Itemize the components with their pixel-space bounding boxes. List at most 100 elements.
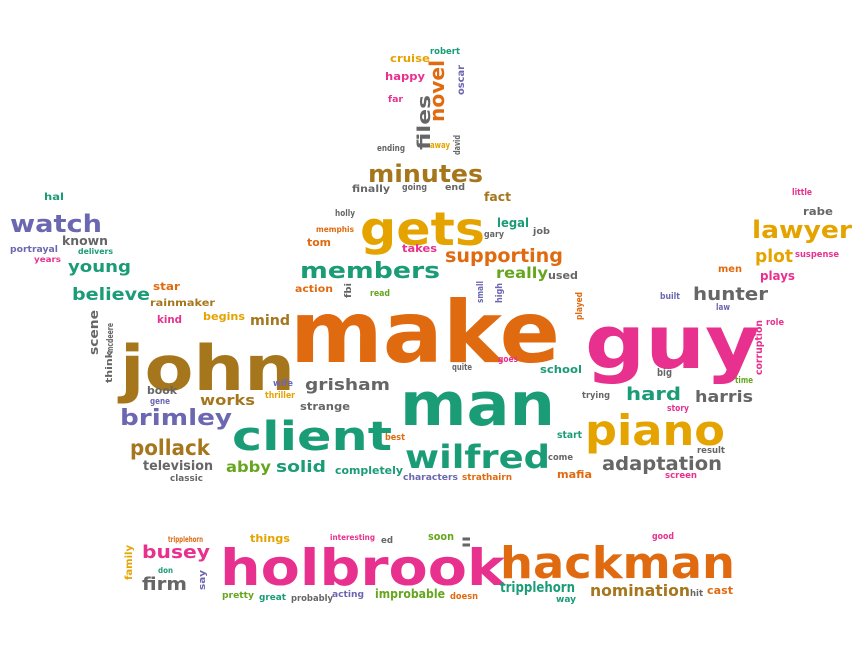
- word-hunter: hunter: [693, 284, 768, 305]
- word-interesting: interesting: [330, 533, 375, 542]
- word-oscar: oscar: [456, 65, 467, 95]
- word-gary: gary: [484, 230, 504, 240]
- word-lawyer: lawyer: [752, 216, 852, 244]
- word-high: high: [495, 283, 505, 303]
- word-adaptation: adaptation: [602, 453, 722, 475]
- word-ending: ending: [377, 144, 405, 154]
- word-firm: firm: [142, 574, 187, 595]
- word-memphis: memphis: [316, 225, 354, 234]
- word-fbi: fbi: [344, 283, 354, 298]
- word-david: david: [453, 135, 463, 155]
- word-rainmaker: rainmaker: [150, 298, 215, 309]
- word-think: think: [105, 350, 115, 383]
- word-little: little: [792, 188, 812, 198]
- word-really: really: [496, 264, 548, 282]
- word-novel: novel: [425, 60, 449, 122]
- word-book: book: [147, 384, 178, 397]
- word-strange: strange: [300, 400, 350, 413]
- word-supporting: supporting: [445, 245, 563, 267]
- word-best: best: [385, 433, 406, 443]
- word-hal: hal: [44, 192, 64, 203]
- word-robert: robert: [430, 47, 461, 57]
- word-way: way: [556, 595, 576, 605]
- word-completely: completely: [335, 464, 403, 477]
- word-john: john: [117, 332, 295, 405]
- word-job: job: [532, 227, 551, 237]
- word-action: action: [295, 284, 333, 295]
- word-built: built: [660, 292, 681, 302]
- word-suspense: suspense: [795, 250, 839, 260]
- word-ed: ed: [381, 536, 393, 546]
- word-gene: gene: [150, 397, 170, 407]
- word-small: small: [476, 281, 486, 303]
- word-men: men: [718, 264, 742, 275]
- word-role: role: [766, 318, 784, 328]
- word-come: come: [548, 453, 573, 463]
- word-goes: goes: [498, 355, 518, 365]
- word-tripplehorn: tripplehorn: [168, 535, 203, 544]
- word-ll: ll: [462, 536, 473, 548]
- word-used: used: [548, 269, 578, 282]
- word-young: young: [68, 257, 131, 276]
- word-away: away: [430, 141, 450, 151]
- word-trying: trying: [582, 391, 610, 401]
- word-hit: hit: [690, 589, 704, 599]
- word-story: story: [667, 404, 689, 414]
- word-played: played: [575, 292, 585, 320]
- word-end: end: [445, 183, 465, 193]
- word-quite: quite: [452, 363, 472, 373]
- word-holly: holly: [335, 209, 355, 219]
- word-gets: gets: [360, 202, 485, 256]
- word-scene: scene: [87, 310, 101, 355]
- word-characters: characters: [403, 473, 458, 483]
- word-read: read: [370, 289, 390, 299]
- word-portrayal: portrayal: [10, 245, 58, 255]
- word-big: big: [657, 366, 672, 379]
- word-star: star: [153, 280, 181, 293]
- word-finally: finally: [352, 184, 391, 195]
- word-classic: classic: [170, 474, 203, 484]
- word-going: going: [402, 183, 427, 193]
- word-minutes: minutes: [368, 160, 483, 188]
- word-corruption: corruption: [754, 320, 765, 375]
- word-mafia: mafia: [557, 468, 592, 481]
- word-screen: screen: [665, 471, 697, 481]
- word-hackman: hackman: [500, 538, 735, 589]
- word-pretty: pretty: [222, 591, 254, 601]
- word-improbable: improbable: [375, 587, 445, 601]
- word-happy: happy: [385, 70, 425, 83]
- word-start: start: [557, 430, 582, 441]
- word-begins: begins: [203, 310, 245, 323]
- word-guy: guy: [585, 300, 760, 386]
- word-abby: abby: [226, 458, 271, 476]
- word-busey: busey: [142, 542, 210, 563]
- word-great: great: [259, 593, 287, 603]
- word-rabe: rabe: [803, 205, 833, 218]
- word-pollack: pollack: [130, 436, 211, 460]
- word-television: television: [143, 459, 213, 474]
- word-doesn: doesn: [450, 592, 478, 602]
- word-plays: plays: [760, 269, 795, 283]
- word-family: family: [124, 545, 135, 580]
- word-far: far: [388, 95, 404, 105]
- word-cast: cast: [707, 584, 733, 597]
- word-wife: wife: [273, 379, 293, 389]
- word-kind: kind: [157, 313, 182, 326]
- word-members: members: [300, 259, 440, 284]
- word-probably: probably: [291, 594, 333, 604]
- word-time: time: [735, 376, 753, 386]
- word-make: make: [290, 283, 560, 383]
- word-believe: believe: [72, 285, 150, 305]
- word-acting: acting: [332, 590, 364, 600]
- word-things: things: [250, 532, 290, 545]
- word-grisham: grisham: [305, 375, 390, 394]
- word-tom: tom: [307, 236, 331, 249]
- word-soon: soon: [428, 530, 454, 543]
- word-cruise: cruise: [390, 52, 430, 65]
- word-man: man: [400, 370, 555, 440]
- word-nomination: nomination: [590, 581, 690, 600]
- word-hard: hard: [626, 384, 681, 405]
- word-say: say: [198, 570, 208, 590]
- word-law: law: [716, 303, 730, 313]
- word-good: good: [652, 532, 674, 542]
